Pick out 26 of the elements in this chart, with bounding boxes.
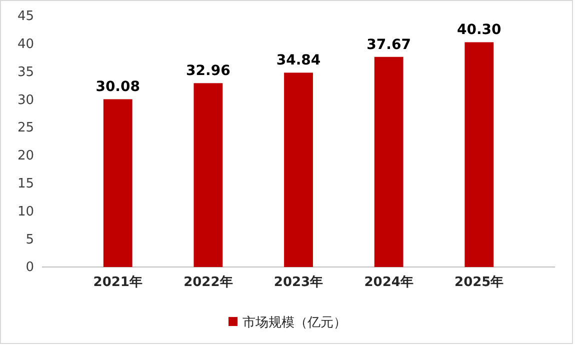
x-tick-label: 2025年 bbox=[454, 275, 504, 290]
text: 32.96 bbox=[186, 63, 230, 80]
x-tick-label: 2022年 bbox=[184, 275, 233, 290]
x-tick-label: 2023年 bbox=[274, 275, 324, 290]
y-tick-label: 30 bbox=[17, 92, 34, 108]
text: 34.84 bbox=[276, 52, 321, 69]
legend-label: 市场规模（亿元） bbox=[242, 316, 346, 331]
x-tick-label: 2024年 bbox=[364, 275, 414, 290]
y-tick-label: 25 bbox=[17, 120, 34, 136]
bar bbox=[374, 56, 404, 267]
bar bbox=[103, 99, 132, 267]
y-tick-label: 0 bbox=[26, 260, 34, 276]
text: 37.67 bbox=[366, 36, 411, 53]
bar bbox=[464, 42, 494, 267]
text: 30.08 bbox=[96, 79, 140, 96]
y-tick-label: 40 bbox=[17, 37, 34, 52]
text: 40.30 bbox=[456, 22, 502, 38]
bar bbox=[194, 83, 223, 267]
y-tick-label: 35 bbox=[17, 64, 34, 80]
bar bbox=[284, 72, 313, 267]
y-tick-label: 5 bbox=[26, 232, 34, 248]
y-tick-label: 15 bbox=[17, 176, 34, 192]
x-tick-label: 2021年 bbox=[93, 275, 142, 290]
y-tick-label: 10 bbox=[17, 204, 34, 220]
y-tick-label: 45 bbox=[17, 9, 34, 24]
y-tick-label: 20 bbox=[17, 148, 34, 164]
